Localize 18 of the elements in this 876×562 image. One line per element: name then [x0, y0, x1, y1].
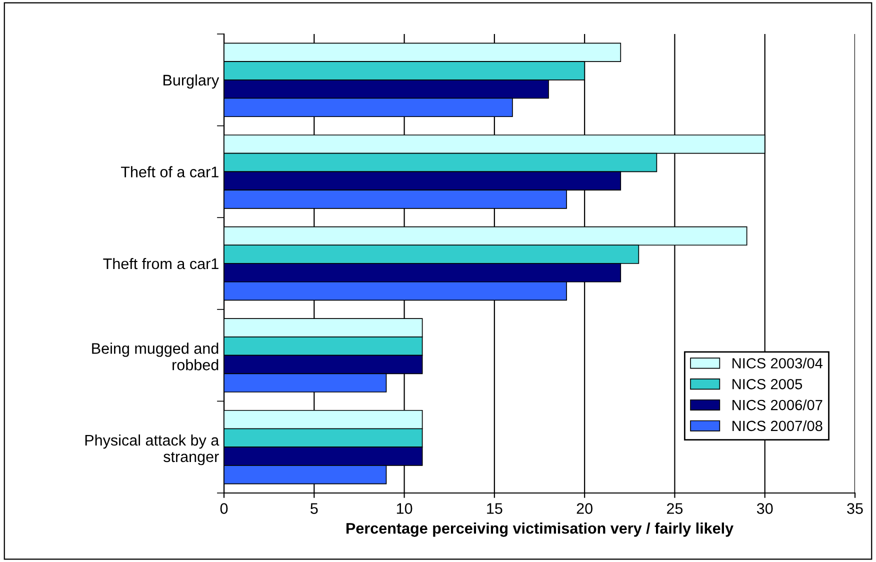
- x-tick-label: 20: [576, 503, 592, 514]
- legend-label: NICS 2003/04: [732, 358, 823, 368]
- y-tick-label: Being mugged and robbed: [92, 342, 218, 370]
- x-tick-label: 15: [487, 503, 502, 514]
- x-tick-label: 25: [666, 503, 683, 514]
- x-tick-label: 30: [756, 503, 773, 514]
- x-tick-label: 35: [847, 503, 863, 514]
- legend-label: NICS 2007/08: [732, 420, 822, 432]
- legend-label: NICS 2006/07: [732, 399, 822, 410]
- y-tick-label: Theft of a car1: [120, 166, 218, 178]
- x-tick-label: 5: [310, 503, 318, 514]
- legend-label: NICS 2005: [732, 378, 802, 390]
- x-tick-label: 0: [220, 503, 228, 514]
- x-axis-title: Percentage perceiving victimisation very / fairly likely: [346, 522, 734, 537]
- y-tick-label: Theft from a car1: [103, 258, 218, 270]
- y-tick-label: Burglary: [164, 74, 220, 89]
- y-tick-label: Physical attack by a stranger: [85, 434, 220, 466]
- x-tick-label: 10: [396, 503, 412, 514]
